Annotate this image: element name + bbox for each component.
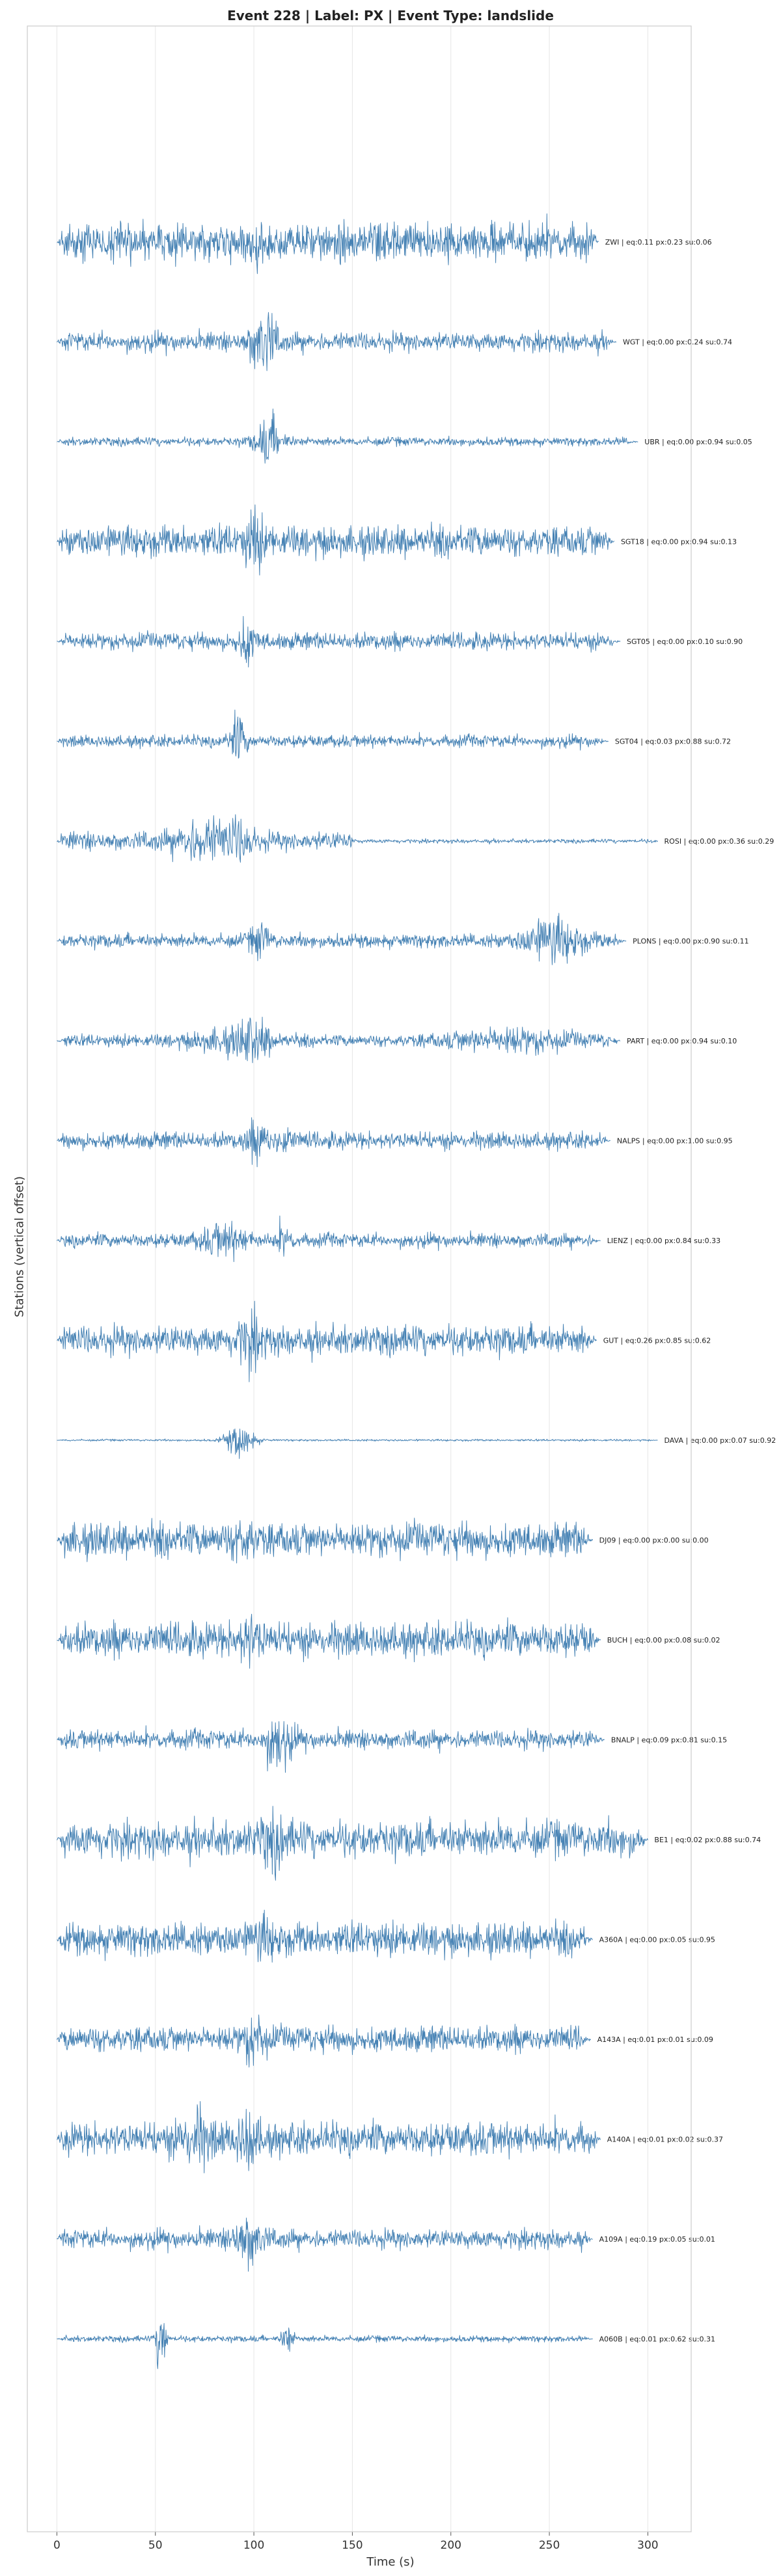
station-label-A143A: A143A | eq:0.01 px:0.01 su:0.09	[597, 2035, 713, 2044]
station-label-NALPS: NALPS | eq:0.00 px:1.00 su:0.95	[617, 1137, 733, 1146]
waveform-A140A	[57, 2101, 601, 2173]
station-label-GUT: GUT | eq:0.26 px:0.85 su:0.62	[603, 1337, 711, 1345]
waveform-SGT18	[57, 504, 615, 576]
waveform-SGT04	[57, 709, 609, 759]
waveform-DJ09	[57, 1518, 594, 1564]
station-label-PART: PART | eq:0.00 px:0.94 su:0.10	[627, 1037, 737, 1045]
waveform-SGT05	[57, 616, 621, 667]
station-label-ZWI: ZWI | eq:0.11 px:0.23 su:0.06	[605, 238, 712, 247]
waveform-ZWI	[57, 213, 599, 275]
station-label-PLONS: PLONS | eq:0.00 px:0.90 su:0.11	[633, 937, 748, 946]
waveform-BE1	[56, 1806, 648, 1881]
waveform-GUT	[57, 1300, 597, 1382]
x-tick-label: 300	[637, 2539, 658, 2552]
x-tick-label: 0	[53, 2539, 61, 2552]
station-label-SGT04: SGT04 | eq:0.03 px:0.88 su:0.72	[615, 738, 731, 746]
waveform-WGT	[56, 312, 617, 371]
chart-title: Event 228 | Label: PX | Event Type: land…	[227, 8, 554, 23]
waveform-LIENZ	[56, 1215, 601, 1263]
waveform-ROSI	[57, 814, 658, 863]
station-label-DAVA: DAVA | eq:0.00 px:0.07 su:0.92	[665, 1436, 776, 1445]
x-tick-label: 100	[243, 2539, 264, 2552]
station-label-WGT: WGT | eq:0.00 px:0.24 su:0.74	[623, 338, 732, 347]
y-axis-label-wrap: Stations (vertical offset)	[7, 1176, 27, 1317]
station-label-A060B: A060B | eq:0.01 px:0.62 su:0.31	[599, 2335, 715, 2344]
waveform-A143A	[56, 2014, 591, 2068]
waveform-PLONS	[57, 913, 627, 965]
waveform-BUCH	[57, 1613, 601, 1669]
station-label-ROSI: ROSI | eq:0.00 px:0.36 su:0.29	[665, 837, 774, 846]
y-axis-label: Stations (vertical offset)	[12, 1176, 27, 1317]
station-label-DJ09: DJ09 | eq:0.00 px:0.00 su:0.00	[599, 1536, 709, 1545]
x-tick-label: 150	[342, 2539, 363, 2552]
waveform-A109A	[57, 2218, 593, 2272]
station-label-BE1: BE1 | eq:0.02 px:0.88 su:0.74	[654, 1836, 761, 1844]
waveform-PART	[57, 1017, 621, 1064]
station-label-BNALP: BNALP | eq:0.09 px:0.81 su:0.15	[611, 1736, 727, 1745]
station-label-SGT05: SGT05 | eq:0.00 px:0.10 su:0.90	[627, 637, 743, 646]
station-label-SGT18: SGT18 | eq:0.00 px:0.94 su:0.13	[621, 538, 737, 546]
station-label-UBR: UBR | eq:0.00 px:0.94 su:0.05	[644, 438, 752, 446]
axes-frame	[27, 25, 692, 2532]
waveform-BNALP	[57, 1721, 605, 1773]
station-label-A109A: A109A | eq:0.19 px:0.05 su:0.01	[599, 2235, 715, 2244]
waveform-A360A	[57, 1909, 593, 1963]
station-label-BUCH: BUCH | eq:0.00 px:0.08 su:0.02	[607, 1636, 720, 1644]
station-label-LIENZ: LIENZ | eq:0.00 px:0.84 su:0.33	[607, 1237, 720, 1245]
x-tick-label: 250	[539, 2539, 560, 2552]
x-axis-label: Time (s)	[366, 2555, 415, 2569]
waveform-A060B	[57, 2323, 593, 2369]
x-tick-label: 50	[148, 2539, 163, 2552]
waveform-DAVA	[57, 1429, 658, 1459]
waveform-NALPS	[57, 1117, 611, 1168]
station-label-A360A: A360A | eq:0.00 px:0.05 su:0.95	[599, 1936, 715, 1944]
x-tick-label: 200	[441, 2539, 461, 2552]
station-label-A140A: A140A | eq:0.01 px:0.02 su:0.37	[607, 2136, 723, 2144]
waveform-UBR	[57, 409, 638, 464]
